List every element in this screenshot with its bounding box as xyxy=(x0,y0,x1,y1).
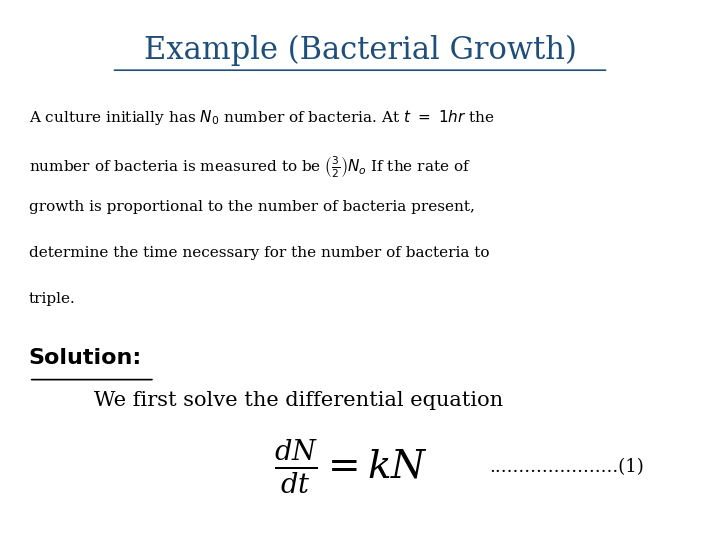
Text: triple.: triple. xyxy=(29,292,76,306)
Text: $\frac{dN}{dt} = kN$: $\frac{dN}{dt} = kN$ xyxy=(274,438,428,496)
Text: growth is proportional to the number of bacteria present,: growth is proportional to the number of … xyxy=(29,200,474,214)
Text: We first solve the differential equation: We first solve the differential equation xyxy=(94,392,503,410)
Text: A culture initially has $N_0$ number of bacteria. At $t\ =\ 1hr$ the: A culture initially has $N_0$ number of … xyxy=(29,108,495,127)
Text: number of bacteria is measured to be $\left(\frac{3}{2}\right)N_o$ If the rate o: number of bacteria is measured to be $\l… xyxy=(29,154,471,180)
Text: Example (Bacterial Growth): Example (Bacterial Growth) xyxy=(143,35,577,66)
Text: ......................(1): ......................(1) xyxy=(490,458,644,476)
Text: determine the time necessary for the number of bacteria to: determine the time necessary for the num… xyxy=(29,246,490,260)
Text: Solution:: Solution: xyxy=(29,348,142,368)
